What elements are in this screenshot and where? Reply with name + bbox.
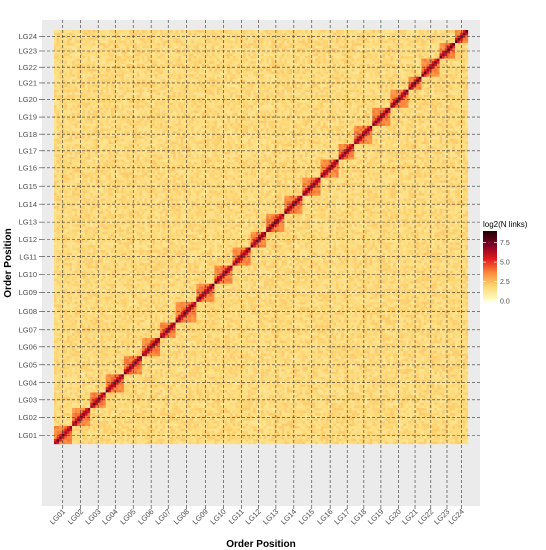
x-tick-label: LG09 — [190, 507, 209, 526]
y-tick-label: LG15 — [19, 182, 37, 191]
heatmap-cells — [54, 30, 469, 445]
legend-title: log2(N links) — [483, 220, 528, 229]
x-tick-label: LG04 — [100, 507, 119, 526]
x-tick-label: LG05 — [118, 507, 137, 526]
x-tick-label: LG19 — [366, 507, 385, 526]
x-tick-label: LG02 — [66, 507, 85, 526]
x-tick-label: LG13 — [261, 507, 280, 526]
y-tick-label: LG04 — [19, 378, 37, 387]
x-tick-label: LG08 — [172, 507, 191, 526]
y-tick-label: LG05 — [19, 360, 37, 369]
x-axis-title: Order Position — [226, 539, 295, 550]
y-tick-label: LG09 — [19, 288, 37, 297]
x-tick-label: LG14 — [279, 507, 298, 526]
x-tick-label: LG06 — [136, 507, 155, 526]
y-tick-label: LG13 — [19, 218, 37, 227]
x-tick-label: LG10 — [208, 507, 227, 526]
group-boundary-gridlines — [42, 20, 480, 506]
color-legend: log2(N links) 0.0 2.5 5.0 7.5 — [483, 220, 528, 306]
y-tick-label: LG19 — [19, 113, 37, 122]
x-tick-label: LG01 — [48, 507, 67, 526]
x-tick-label: LG15 — [297, 507, 316, 526]
legend-tick-label: 0.0 — [500, 299, 510, 306]
legend-colorbar — [483, 231, 497, 301]
y-tick-label: LG17 — [19, 146, 37, 155]
legend-tick-label: 7.5 — [500, 240, 510, 247]
y-axis-title: Order Position — [3, 228, 14, 297]
y-tick-label: LG03 — [19, 395, 37, 404]
y-tick-label: LG16 — [19, 163, 37, 172]
x-tick-label: LG20 — [383, 507, 402, 526]
y-tick-label: LG06 — [19, 342, 37, 351]
x-tick-label: LG18 — [349, 507, 368, 526]
y-tick-label: LG01 — [19, 431, 37, 440]
legend-ticks: 0.0 2.5 5.0 7.5 — [483, 240, 510, 306]
y-tick-label: LG22 — [19, 63, 37, 72]
y-tick-label: LG08 — [19, 307, 37, 316]
x-tick-label: LG07 — [153, 507, 172, 526]
x-tick-label: LG12 — [243, 507, 262, 526]
legend-tick-label: 2.5 — [500, 279, 510, 286]
x-tick-label: LG17 — [332, 507, 351, 526]
y-tick-label: LG20 — [19, 95, 37, 104]
x-tick-label: LG22 — [416, 507, 435, 526]
y-tick-label: LG18 — [19, 130, 37, 139]
y-tick-label: LG07 — [19, 325, 37, 334]
x-tick-label: LG03 — [83, 507, 102, 526]
y-tick-label: LG11 — [19, 252, 37, 261]
x-tick-label: LG11 — [227, 507, 246, 526]
y-tick-label: LG24 — [19, 32, 37, 41]
x-tick-label: LG21 — [400, 507, 419, 526]
y-tick-label: LG02 — [19, 413, 37, 422]
y-tick-label: LG23 — [19, 47, 37, 56]
x-tick-label: LG16 — [315, 507, 334, 526]
y-tick-label: LG14 — [19, 200, 37, 209]
legend-tick-label: 5.0 — [500, 260, 510, 267]
y-tick-label: LG21 — [19, 79, 37, 88]
y-axis-ticks: LG01 LG02 LG03 LG04 LG05 LG06 LG07 LG08 LG09 LG10… — [19, 32, 42, 440]
y-tick-label: LG12 — [19, 235, 37, 244]
x-tick-label: LG24 — [447, 507, 466, 526]
y-tick-label: LG10 — [19, 270, 37, 279]
